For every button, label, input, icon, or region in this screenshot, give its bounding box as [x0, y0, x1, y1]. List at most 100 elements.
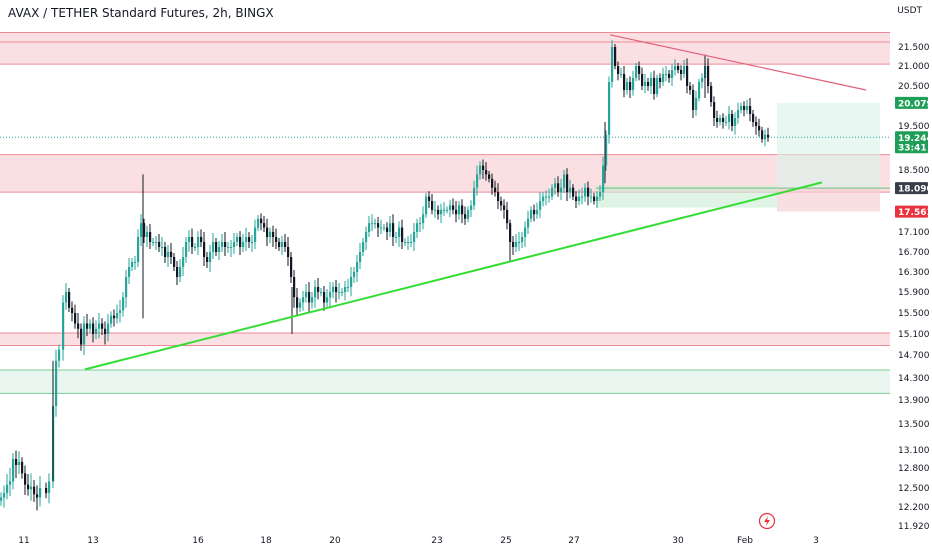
y-tick-label: 16.700: [898, 248, 930, 258]
candle-body: [695, 98, 698, 110]
candle-body: [728, 114, 731, 122]
candle-body: [749, 106, 752, 114]
candle-body: [314, 287, 317, 298]
candle-body: [27, 484, 30, 490]
candle-body: [206, 257, 209, 262]
candle-body: [638, 66, 641, 74]
candle-body: [248, 237, 251, 242]
projection-profit: [777, 102, 880, 189]
y-tick-label: 12.500: [898, 484, 930, 494]
candle-body: [98, 323, 101, 329]
candle-body: [383, 227, 386, 229]
candle-body: [467, 209, 470, 219]
candle-body: [55, 360, 58, 406]
candle-body: [353, 272, 356, 277]
candle-body: [281, 242, 284, 247]
candle-body: [242, 242, 245, 247]
candle-body: [581, 196, 584, 198]
candle-body: [389, 223, 392, 232]
candle-body: [449, 205, 452, 210]
price-badge-text-last: 19.244: [898, 134, 932, 144]
candle-body: [410, 242, 413, 243]
y-tick-label: 14.300: [898, 374, 930, 384]
candle-body: [36, 494, 39, 498]
candle-body: [293, 277, 296, 298]
candle-body: [479, 165, 482, 175]
candle-body: [485, 170, 488, 175]
candle-body: [530, 209, 533, 219]
candle-body: [689, 86, 692, 90]
candle-body: [89, 323, 92, 329]
candle-body: [113, 315, 116, 319]
candle-body: [734, 118, 737, 126]
candle-body: [545, 196, 548, 198]
candle-body: [179, 267, 182, 277]
y-tick-label: 15.100: [898, 330, 930, 340]
candle-body: [326, 297, 329, 303]
projection-loss: [777, 188, 880, 212]
x-tick-label: 27: [568, 536, 579, 546]
candle-body: [431, 201, 434, 210]
candle-body: [509, 223, 512, 242]
candle-body: [743, 106, 746, 110]
candle-body: [590, 196, 593, 198]
price-badge-text-target: 20.079: [898, 99, 932, 109]
candle-body: [614, 47, 617, 66]
candle-body: [71, 307, 74, 313]
x-tick-label: 3: [813, 536, 819, 546]
y-tick-label: 13.100: [898, 446, 930, 456]
candle-body: [407, 242, 410, 243]
price-badge-text-entry: 18.090: [898, 185, 932, 195]
candle-body: [167, 252, 170, 257]
candle-body: [18, 462, 21, 465]
candle-body: [677, 66, 680, 70]
y-tick-label: 15.900: [898, 288, 930, 298]
candle-body: [104, 328, 107, 334]
candle-body: [263, 223, 266, 228]
candle-body: [197, 237, 200, 247]
candle-body: [308, 292, 311, 303]
candle-body: [434, 209, 437, 211]
x-tick-label: 23: [431, 536, 442, 546]
candle-body: [347, 287, 350, 288]
candle-body: [413, 232, 416, 242]
candle-body: [722, 118, 725, 122]
candle-body: [710, 86, 713, 102]
candle-body: [758, 126, 761, 131]
candle-body: [203, 242, 206, 257]
candle-body: [740, 106, 743, 110]
candle-body: [680, 70, 683, 74]
y-tick-label: 19.500: [898, 122, 930, 132]
candle-body: [482, 165, 485, 170]
candle-body: [437, 209, 440, 215]
candle-body: [350, 277, 353, 287]
candle-body: [15, 459, 18, 465]
candle-body: [320, 292, 323, 293]
candle-body: [230, 247, 233, 248]
candle-body: [398, 227, 401, 237]
price-badge-entry: [895, 182, 928, 195]
candle-body: [80, 328, 83, 345]
candle-body: [674, 66, 677, 70]
candle-body: [224, 242, 227, 247]
projection-entry-band: [596, 185, 777, 208]
y-tick-label: 20.500: [898, 82, 930, 92]
candle-body: [0, 497, 3, 501]
candle-body: [299, 302, 302, 308]
candle-body: [557, 183, 560, 193]
y-tick-label: 18.500: [898, 166, 930, 176]
candle-body: [245, 237, 248, 242]
candle-body: [278, 242, 281, 247]
candle-body: [488, 174, 491, 179]
candle-body: [725, 122, 728, 123]
candle-body: [554, 183, 557, 188]
candle-body: [101, 323, 104, 329]
candle-body: [356, 262, 359, 272]
candle-body: [512, 242, 515, 247]
candle-body: [653, 78, 656, 94]
candle-body: [209, 252, 212, 262]
candle-body: [233, 242, 236, 247]
x-tick-label: Feb: [737, 536, 753, 546]
candle-body: [386, 227, 389, 232]
candle-body: [254, 227, 257, 242]
